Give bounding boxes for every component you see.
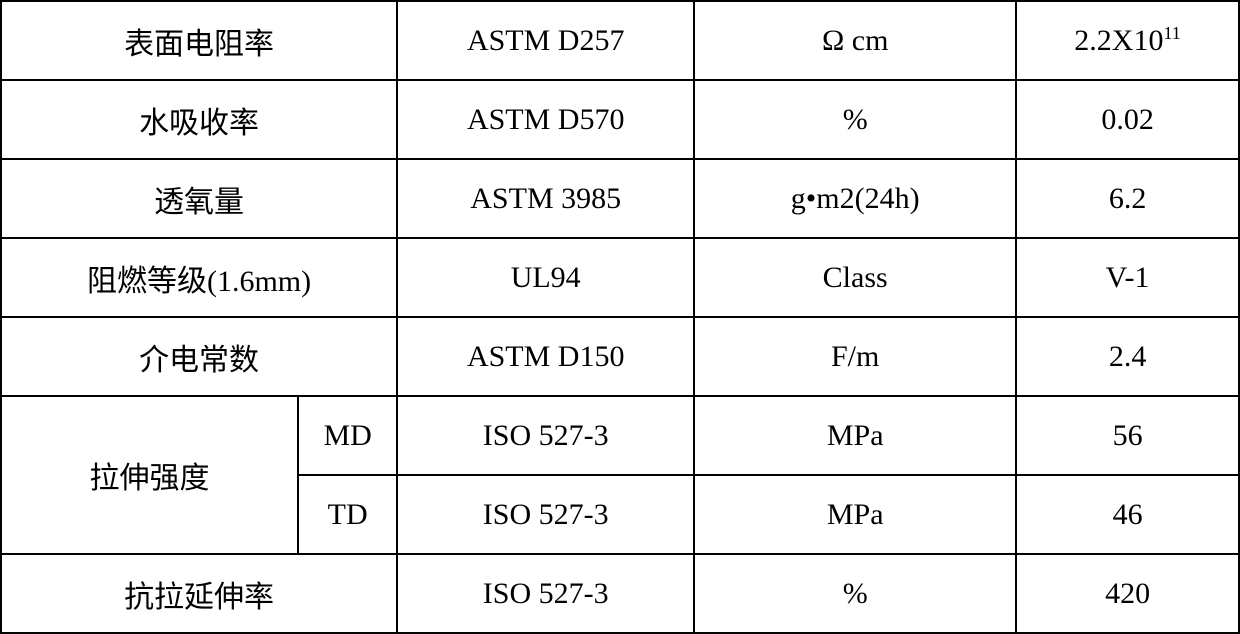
property-cell: 拉伸强度 (1, 396, 298, 554)
property-cell: 表面电阻率 (1, 1, 397, 80)
property-cell: 介电常数 (1, 317, 397, 396)
property-cell: 抗拉延伸率 (1, 554, 397, 633)
unit-cell: MPa (694, 396, 1016, 475)
sub-property-cell: MD (298, 396, 397, 475)
unit-cell: Class (694, 238, 1016, 317)
value-cell: 2.4 (1016, 317, 1239, 396)
value-cell: 2.2X1011 (1016, 1, 1239, 80)
standard-cell: ISO 527-3 (397, 396, 694, 475)
standard-cell: ASTM 3985 (397, 159, 694, 238)
unit-cell: g•m2(24h) (694, 159, 1016, 238)
table-wrapper: 表面电阻率 ASTM D257 Ω cm 2.2X1011 水吸收率 ASTM … (0, 0, 1240, 623)
standard-cell: ISO 527-3 (397, 554, 694, 633)
table-row: 透氧量 ASTM 3985 g•m2(24h) 6.2 (1, 159, 1239, 238)
table-row: 介电常数 ASTM D150 F/m 2.4 (1, 317, 1239, 396)
material-properties-table: 表面电阻率 ASTM D257 Ω cm 2.2X1011 水吸收率 ASTM … (0, 0, 1240, 634)
table-row: 表面电阻率 ASTM D257 Ω cm 2.2X1011 (1, 1, 1239, 80)
table-row: 拉伸强度 MD ISO 527-3 MPa 56 (1, 396, 1239, 475)
property-cell: 透氧量 (1, 159, 397, 238)
unit-cell: F/m (694, 317, 1016, 396)
value-cell: 0.02 (1016, 80, 1239, 159)
table-row: 抗拉延伸率 ISO 527-3 % 420 (1, 554, 1239, 633)
unit-cell: Ω cm (694, 1, 1016, 80)
standard-cell: UL94 (397, 238, 694, 317)
property-cell: 水吸收率 (1, 80, 397, 159)
table-row: 水吸收率 ASTM D570 % 0.02 (1, 80, 1239, 159)
value-cell: 6.2 (1016, 159, 1239, 238)
property-cell: 阻燃等级(1.6mm) (1, 238, 397, 317)
standard-cell: ASTM D257 (397, 1, 694, 80)
value-cell: 420 (1016, 554, 1239, 633)
unit-cell: % (694, 80, 1016, 159)
table-row: 阻燃等级(1.6mm) UL94 Class V-1 (1, 238, 1239, 317)
value-cell: 46 (1016, 475, 1239, 554)
sub-property-cell: TD (298, 475, 397, 554)
standard-cell: ISO 527-3 (397, 475, 694, 554)
value-cell: 56 (1016, 396, 1239, 475)
standard-cell: ASTM D570 (397, 80, 694, 159)
value-cell: V-1 (1016, 238, 1239, 317)
standard-cell: ASTM D150 (397, 317, 694, 396)
unit-cell: MPa (694, 475, 1016, 554)
unit-cell: % (694, 554, 1016, 633)
